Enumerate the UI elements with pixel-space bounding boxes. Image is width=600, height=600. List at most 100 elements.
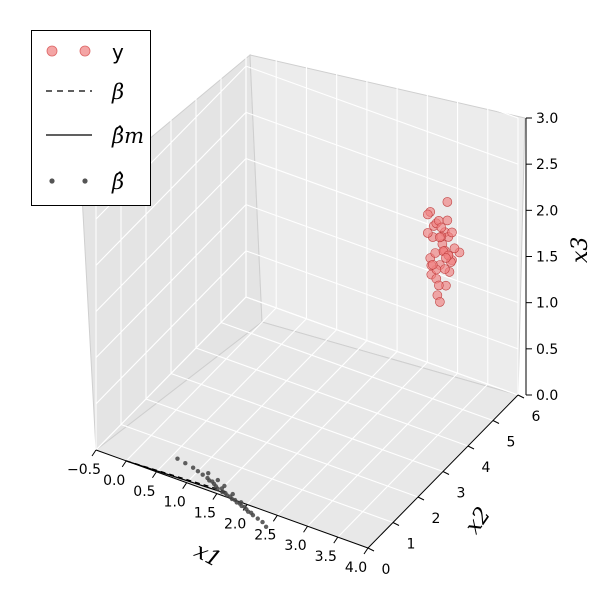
grid-lines [95,19,519,549]
data-point-beta-hat [200,472,205,477]
y-tick [492,420,500,424]
data-point-beta-hat [255,516,260,521]
data-point-y [422,209,433,220]
x-tick-label: −0.5 [67,462,101,478]
data-point-beta-hat [263,524,269,530]
legend-marker-dot-icon [49,178,88,184]
legend-marker-circle-icon [46,45,91,57]
legend-label-beta-hat: β̂ [112,170,125,194]
x-tick-label: 2.5 [254,527,276,543]
z-tick-label: 2.0 [536,203,558,219]
grid-line [245,157,519,258]
legend: y β β̂m β̂ [31,30,151,206]
z-tick-label: 2.5 [536,157,558,173]
y-tick [467,445,475,450]
data-point-y [447,227,457,238]
x-tick [272,515,278,522]
series-line-beta-hat-m [126,460,226,494]
data-point-beta-hat [175,456,180,461]
x-tick-label: 1.0 [164,495,186,511]
data-point-beta-hat [250,512,256,518]
data-point-y [440,264,450,274]
data-point-beta-hat [260,519,265,525]
data-point-beta-hat [215,486,220,491]
data-point-y [442,197,453,207]
y-tick-label: 2 [432,511,441,527]
data-point-y [430,248,441,258]
grid-line [195,347,469,447]
grid-line [95,250,247,405]
x-tick [152,471,157,479]
grid-line [95,111,247,266]
x-tick [333,536,339,544]
y-axis-title: x2 [460,503,496,539]
y-tick [392,522,400,526]
x-tick [363,547,369,555]
z-axis-title: x3 [568,237,593,263]
data-point-beta-hat [215,477,221,483]
x-tick-label: 3.5 [315,549,337,565]
data-point-y [422,228,433,238]
x-tick-label: 3.0 [284,538,306,554]
legend-label-y: y [112,40,124,64]
x-tick [121,460,127,468]
legend-entry-beta: β [32,77,152,107]
y-tick-label: 0 [382,562,391,578]
y-tick-label: 5 [507,435,516,451]
z-tick-label: 1.5 [536,250,558,266]
y-tick [417,496,425,501]
data-point-y [441,253,451,263]
grid-line [95,204,247,359]
grid-line [95,158,247,312]
x-tick-label: 0.0 [103,473,125,489]
data-point-beta-hat [238,500,244,505]
axes: −0.50.00.51.01.52.02.53.03.54.0 01234560.… [67,111,558,578]
y-tick-label: 4 [482,460,491,476]
legend-label-beta: β [112,80,125,104]
grid-line [120,423,394,524]
z-tick-label: 1.0 [536,296,558,312]
legend-solid-line-icon [46,134,92,136]
grid-line [170,372,444,473]
data-point-beta-hat [206,470,211,476]
data-point-y [434,280,444,291]
z-tick-label: 0.0 [536,388,558,404]
y-tick-label: 1 [407,537,416,553]
y-tick-label: 3 [457,486,466,502]
grid-line [245,111,519,211]
x-tick [91,449,97,457]
z-tick-label: 3.0 [536,111,558,127]
data-point-beta-hat [183,460,188,466]
data-point-beta-hat [230,491,235,497]
data-point-beta-hat [195,468,201,474]
grid-line [245,65,519,165]
x-tick [212,493,218,500]
grid-line [245,296,519,396]
y-tick [442,471,450,475]
x-tick-label: 0.5 [133,484,155,500]
grid-line [145,398,419,498]
grid-line [245,19,519,119]
data-point-beta-hat [222,483,227,489]
data-point-y [442,215,453,226]
data-point-y [449,243,460,254]
legend-entry-y: y [32,37,152,67]
y-tick-label: 6 [532,409,541,425]
x-tick-label: 4.0 [345,560,367,576]
x-tick-label: 1.5 [194,506,216,522]
grid-line [220,321,494,422]
data-point-y [427,259,438,270]
z-tick-label: 0.5 [536,342,558,358]
legend-dashed-line-icon [46,90,92,92]
y-tick [367,547,375,552]
legend-entry-beta-hat: β̂ [32,167,152,197]
data-point-y [436,222,447,233]
grid-line [245,250,519,350]
chart-marks [126,197,465,530]
data-point-y [435,232,445,243]
grid-line [95,296,247,451]
x-axis-title: x1 [190,538,225,572]
x-tick [182,482,188,489]
x-tick-label: 2.0 [224,516,246,532]
